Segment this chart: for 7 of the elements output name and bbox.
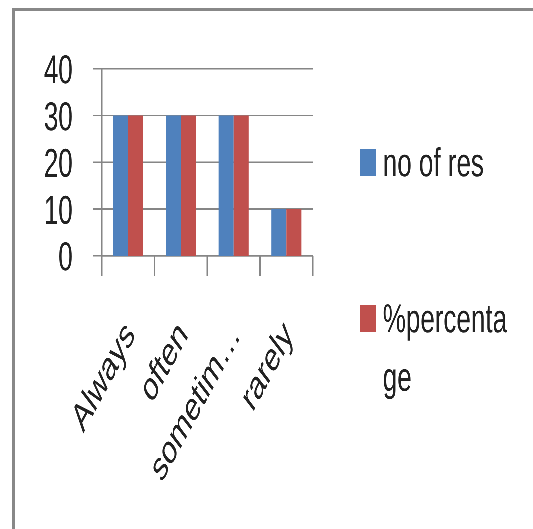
y-tick-label: 0 (58, 234, 73, 280)
y-tick-label: 40 (44, 48, 73, 94)
y-tick-label: 30 (44, 94, 73, 140)
y-tick-label: 20 (44, 141, 73, 187)
legend-label: no of res (383, 140, 484, 186)
y-tick-label: 10 (44, 188, 73, 234)
legend-label: %percentage (383, 296, 508, 400)
